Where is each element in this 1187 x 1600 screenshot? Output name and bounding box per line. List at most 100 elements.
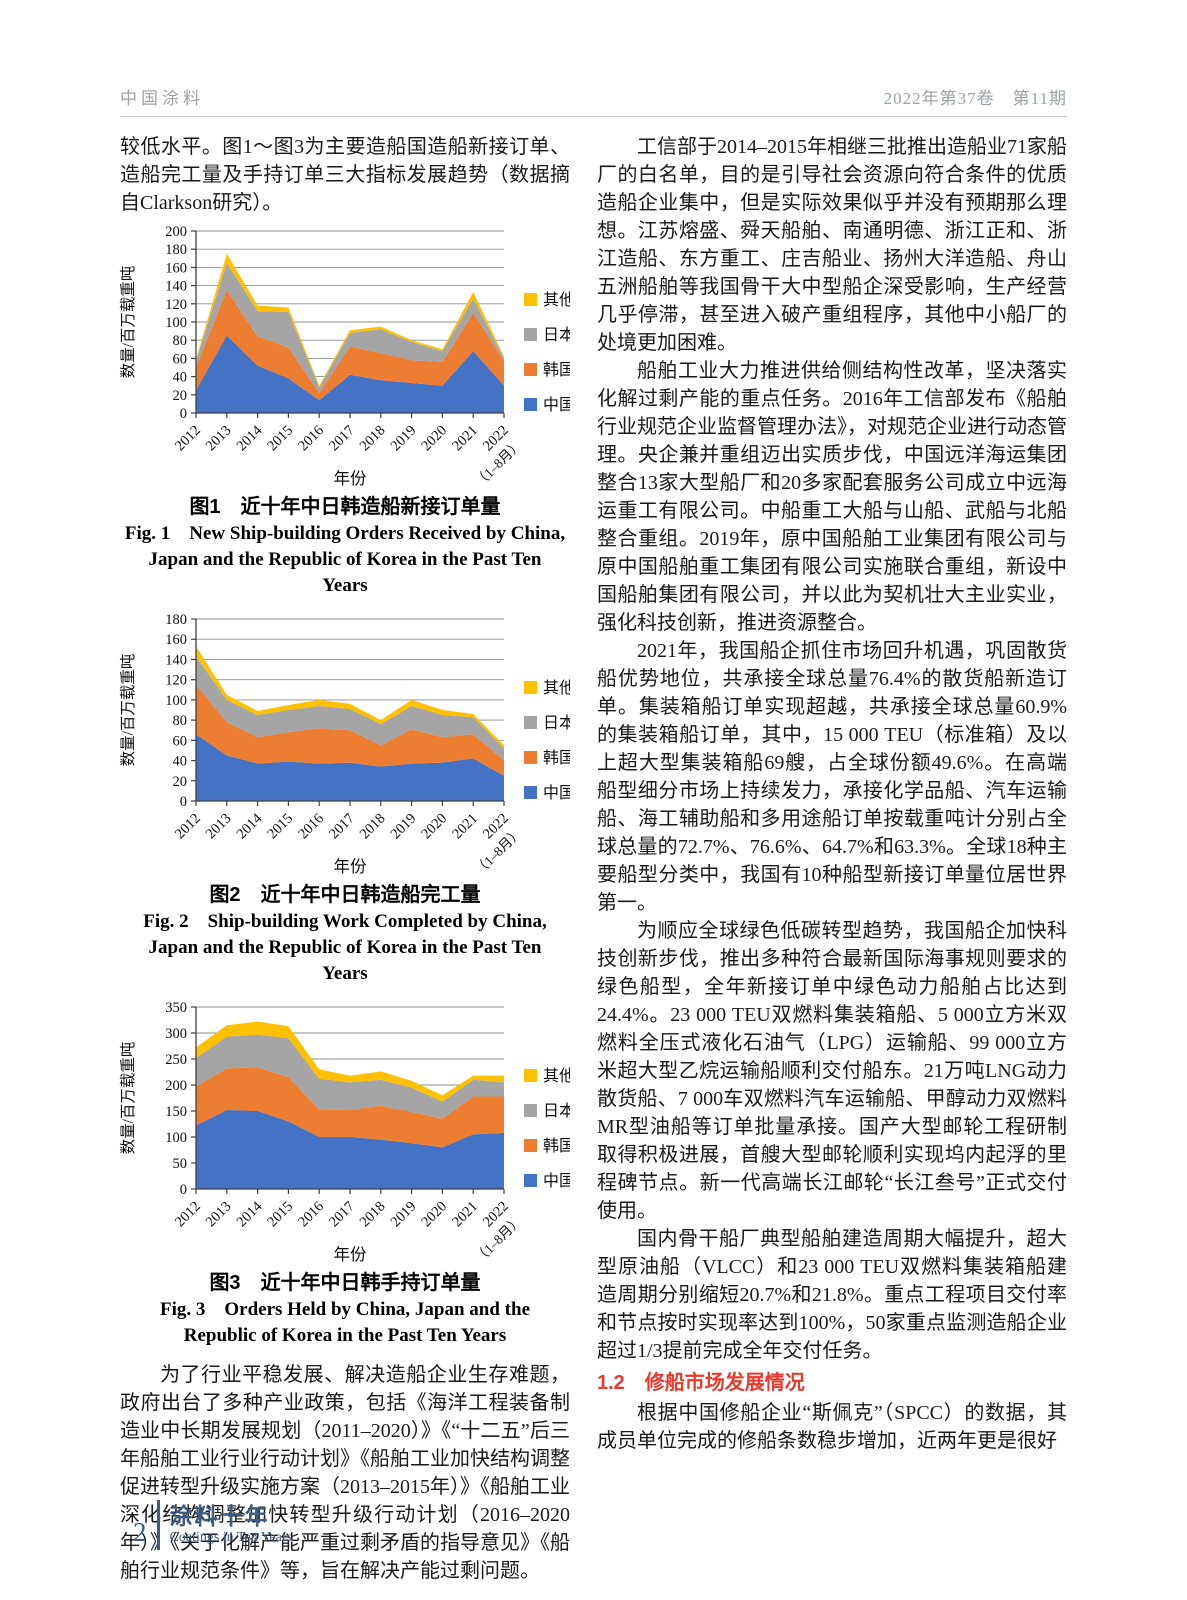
svg-text:2020: 2020 <box>418 1199 450 1231</box>
figure1-caption-zh: 图1 近十年中日韩造船新接订单量 <box>189 496 501 518</box>
svg-text:数量/百万载重吨: 数量/百万载重吨 <box>119 266 137 379</box>
svg-text:2016: 2016 <box>295 811 327 843</box>
journal-name: 中国涂料 <box>120 89 204 108</box>
svg-text:80: 80 <box>173 333 188 349</box>
figure1-caption-en: Fig. 1 New Ship-building Orders Received… <box>124 523 566 596</box>
svg-text:160: 160 <box>165 632 187 648</box>
svg-text:120: 120 <box>165 673 187 689</box>
svg-text:200: 200 <box>165 224 187 240</box>
svg-text:40: 40 <box>173 370 188 386</box>
paragraph-2021-market: 2021年，我国船企抓住市场回升机遇，巩固散货船优势地位，共承接全球总量76.4… <box>597 640 1067 914</box>
svg-text:日本: 日本 <box>543 1102 570 1120</box>
svg-text:日本: 日本 <box>543 714 570 732</box>
svg-text:2013: 2013 <box>203 423 235 455</box>
page-header: 中国涂料 2022年第37卷 第11期 <box>120 84 1067 117</box>
issue-info: 2022年第37卷 第11期 <box>883 89 1067 108</box>
svg-text:2015: 2015 <box>264 1199 296 1231</box>
svg-text:20: 20 <box>173 388 188 404</box>
svg-text:80: 80 <box>173 713 188 729</box>
svg-text:2013: 2013 <box>203 811 235 843</box>
figure3-chart: 0 50 100 150 200 250 300 350 2012 2013 2014 2015 201… <box>112 999 570 1267</box>
figure3-caption-en: Fig. 3 Orders Held by China, Japan and t… <box>159 1299 531 1346</box>
svg-text:250: 250 <box>165 1052 187 1068</box>
paragraph-policy: 为了行业平稳发展、解决造船企业生存难题，政府出台了多种产业政策，包括《海洋工程装… <box>120 1364 570 1582</box>
svg-text:300: 300 <box>165 1026 187 1042</box>
svg-text:140: 140 <box>165 652 187 668</box>
svg-text:2018: 2018 <box>357 423 389 455</box>
svg-text:中国: 中国 <box>543 396 570 414</box>
page-footer: 2 涂料十年 Coatings in Ten Years <box>133 1500 292 1550</box>
figure1-caption: 图1 近十年中日韩造船新接订单量 Fig. 1 New Ship-buildin… <box>120 493 570 599</box>
svg-text:2014: 2014 <box>234 810 266 842</box>
svg-text:180: 180 <box>165 242 187 258</box>
svg-text:2012: 2012 <box>172 811 204 843</box>
svg-text:韩国: 韩国 <box>543 749 570 767</box>
svg-text:150: 150 <box>165 1104 187 1120</box>
svg-text:0: 0 <box>180 406 187 422</box>
svg-text:2017: 2017 <box>326 1199 358 1231</box>
svg-text:140: 140 <box>165 279 187 295</box>
svg-text:2012: 2012 <box>172 423 204 455</box>
svg-text:年份: 年份 <box>334 469 368 488</box>
svg-text:中国: 中国 <box>543 1172 570 1190</box>
svg-text:2014: 2014 <box>234 422 266 454</box>
figure2-caption-zh: 图2 近十年中日韩造船完工量 <box>209 884 481 906</box>
svg-text:350: 350 <box>165 1000 187 1016</box>
section-heading-1-2: 1.2 修船市场发展情况 <box>597 1372 805 1394</box>
svg-text:2018: 2018 <box>357 1199 389 1231</box>
svg-text:100: 100 <box>165 693 187 709</box>
svg-text:2012: 2012 <box>172 1199 204 1231</box>
svg-text:年份: 年份 <box>334 857 368 876</box>
svg-text:160: 160 <box>165 260 187 276</box>
svg-text:其他: 其他 <box>543 679 570 697</box>
svg-text:2013: 2013 <box>203 1199 235 1231</box>
svg-text:2016: 2016 <box>295 423 327 455</box>
figure3-caption-zh: 图3 近十年中日韩手持订单量 <box>209 1272 481 1294</box>
svg-text:年份: 年份 <box>334 1245 368 1264</box>
svg-text:2019: 2019 <box>388 811 420 843</box>
svg-text:2021: 2021 <box>449 811 481 843</box>
paragraph-build-cycle: 国内骨干船厂典型船舶建造周期大幅提升，超大型原油船（VLCC）和23 000 T… <box>597 1228 1067 1362</box>
figure2-caption-en: Fig. 2 Ship-building Work Completed by C… <box>143 911 547 984</box>
svg-text:60: 60 <box>173 733 188 749</box>
svg-text:0: 0 <box>180 794 187 810</box>
svg-text:20: 20 <box>173 774 188 790</box>
paragraph-intro: 较低水平。图1～图3为主要造船国造船新接订单、造船完工量及手持订单三大指标发展趋… <box>120 136 570 214</box>
svg-text:2019: 2019 <box>388 423 420 455</box>
svg-text:2017: 2017 <box>326 423 358 455</box>
footer-brand-zh: 涂料十年 <box>169 1503 270 1529</box>
svg-text:其他: 其他 <box>543 1067 570 1085</box>
svg-text:数量/百万载重吨: 数量/百万载重吨 <box>119 654 137 767</box>
svg-text:2018: 2018 <box>357 811 389 843</box>
two-column-content: 较低水平。图1～图3为主要造船国造船新接订单、造船完工量及手持订单三大指标发展趋… <box>119 133 1067 1585</box>
svg-text:2021: 2021 <box>449 1199 481 1231</box>
svg-text:40: 40 <box>173 754 188 770</box>
svg-text:中国: 中国 <box>543 784 570 802</box>
svg-text:120: 120 <box>165 297 187 313</box>
svg-text:数量/百万载重吨: 数量/百万载重吨 <box>119 1042 137 1155</box>
svg-text:日本: 日本 <box>543 326 570 344</box>
page-number: 2 <box>133 1517 147 1547</box>
paragraph-green-ships: 为顺应全球绿色低碳转型趋势，我国船企加快科技创新步伐，推出多种符合最新国际海事规… <box>597 920 1067 1222</box>
svg-text:韩国: 韩国 <box>543 361 570 379</box>
svg-text:2016: 2016 <box>295 1199 327 1231</box>
footer-divider <box>156 1500 160 1550</box>
figure2-chart: 0 20 40 60 80 100 120 140 160 180 2012 2013 2014 2015… <box>112 611 570 879</box>
footer-brand-en: Coatings in Ten Years <box>169 1530 292 1545</box>
svg-text:韩国: 韩国 <box>543 1137 570 1155</box>
left-column: 较低水平。图1～图3为主要造船国造船新接订单、造船完工量及手持订单三大指标发展趋… <box>119 133 570 1585</box>
svg-text:2014: 2014 <box>234 1198 266 1230</box>
svg-text:2020: 2020 <box>418 423 450 455</box>
paragraph-whitelist: 工信部于2014–2015年相继三批推出造船业71家船厂的白名单，目的是引导社会… <box>597 136 1067 354</box>
right-column: 工信部于2014–2015年相继三批推出造船业71家船厂的白名单，目的是引导社会… <box>597 133 1067 1585</box>
svg-text:2015: 2015 <box>264 423 296 455</box>
svg-text:2020: 2020 <box>418 811 450 843</box>
svg-text:0: 0 <box>180 1182 187 1198</box>
svg-text:50: 50 <box>173 1156 188 1172</box>
svg-text:60: 60 <box>173 351 188 367</box>
figure2-caption: 图2 近十年中日韩造船完工量 Fig. 2 Ship-building Work… <box>120 881 570 987</box>
svg-text:其他: 其他 <box>543 291 570 309</box>
svg-text:2017: 2017 <box>326 811 358 843</box>
svg-text:2019: 2019 <box>388 1199 420 1231</box>
